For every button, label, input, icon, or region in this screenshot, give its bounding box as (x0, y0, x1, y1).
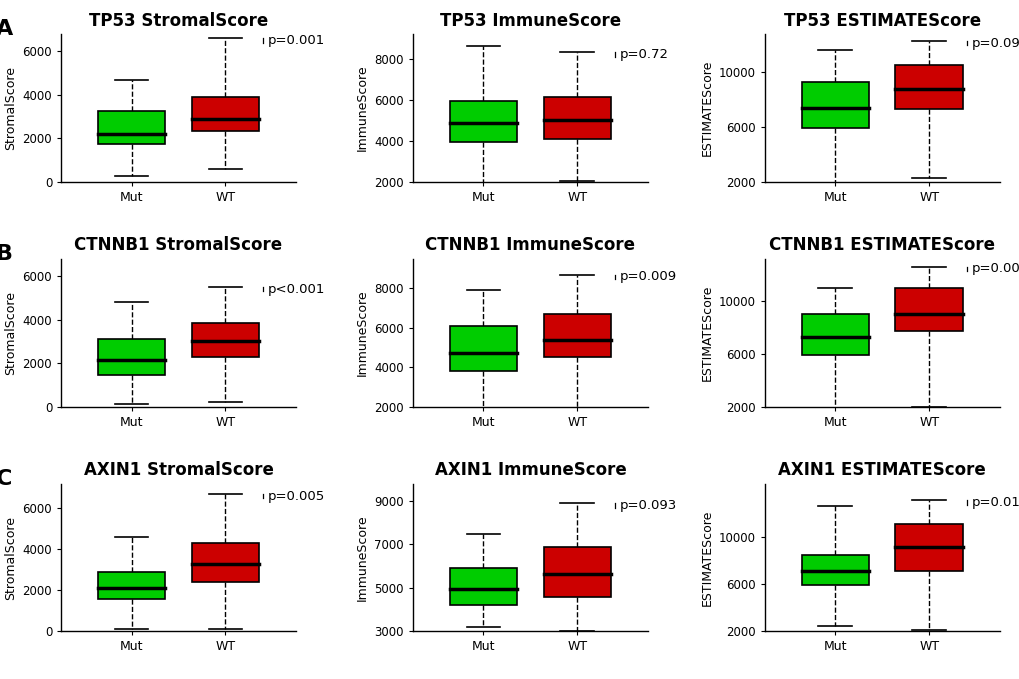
Bar (192, 543, 259, 582)
Title: AXIN1 ImmuneScore: AXIN1 ImmuneScore (434, 461, 626, 479)
Bar (449, 568, 517, 606)
Y-axis label: ESTIMATEScore: ESTIMATEScore (700, 509, 712, 606)
Text: p=0.005: p=0.005 (267, 490, 325, 502)
Title: CTNNB1 StromalScore: CTNNB1 StromalScore (74, 236, 282, 255)
Bar (543, 314, 610, 357)
Bar (895, 524, 962, 571)
Bar (98, 572, 165, 599)
Text: p=0.093: p=0.093 (619, 499, 677, 512)
Bar (895, 288, 962, 331)
Text: C: C (0, 469, 12, 489)
Y-axis label: ESTIMATEScore: ESTIMATEScore (700, 60, 712, 156)
Title: AXIN1 ESTIMATEScore: AXIN1 ESTIMATEScore (777, 461, 985, 479)
Bar (895, 65, 962, 109)
Text: A: A (0, 19, 13, 39)
Bar (543, 547, 610, 597)
Text: p=0.019: p=0.019 (970, 496, 1019, 509)
Bar (449, 100, 517, 142)
Text: p=0.001: p=0.001 (970, 262, 1019, 276)
Title: CTNNB1 ESTIMATEScore: CTNNB1 ESTIMATEScore (768, 236, 995, 255)
Title: CTNNB1 ImmuneScore: CTNNB1 ImmuneScore (425, 236, 635, 255)
Text: p=0.72: p=0.72 (619, 48, 667, 61)
Bar (98, 111, 165, 144)
Bar (192, 97, 259, 131)
Title: TP53 ImmuneScore: TP53 ImmuneScore (439, 12, 621, 30)
Bar (801, 314, 868, 355)
Text: p=0.009: p=0.009 (619, 270, 676, 283)
Y-axis label: ImmuneScore: ImmuneScore (356, 65, 369, 151)
Text: p=0.001: p=0.001 (267, 34, 325, 47)
Bar (449, 326, 517, 371)
Title: TP53 StromalScore: TP53 StromalScore (89, 12, 268, 30)
Y-axis label: StromalScore: StromalScore (4, 515, 17, 600)
Bar (98, 340, 165, 375)
Bar (543, 96, 610, 139)
Text: p<0.001: p<0.001 (267, 282, 325, 296)
Y-axis label: ImmuneScore: ImmuneScore (356, 514, 369, 601)
Y-axis label: ImmuneScore: ImmuneScore (356, 289, 369, 376)
Title: AXIN1 StromalScore: AXIN1 StromalScore (84, 461, 273, 479)
Y-axis label: StromalScore: StromalScore (4, 66, 17, 150)
Text: B: B (0, 244, 12, 264)
Y-axis label: ESTIMATEScore: ESTIMATEScore (700, 285, 712, 381)
Bar (192, 323, 259, 356)
Text: p=0.094: p=0.094 (970, 37, 1019, 50)
Bar (801, 82, 868, 128)
Y-axis label: StromalScore: StromalScore (4, 291, 17, 375)
Title: TP53 ESTIMATEScore: TP53 ESTIMATEScore (783, 12, 980, 30)
Bar (801, 555, 868, 585)
